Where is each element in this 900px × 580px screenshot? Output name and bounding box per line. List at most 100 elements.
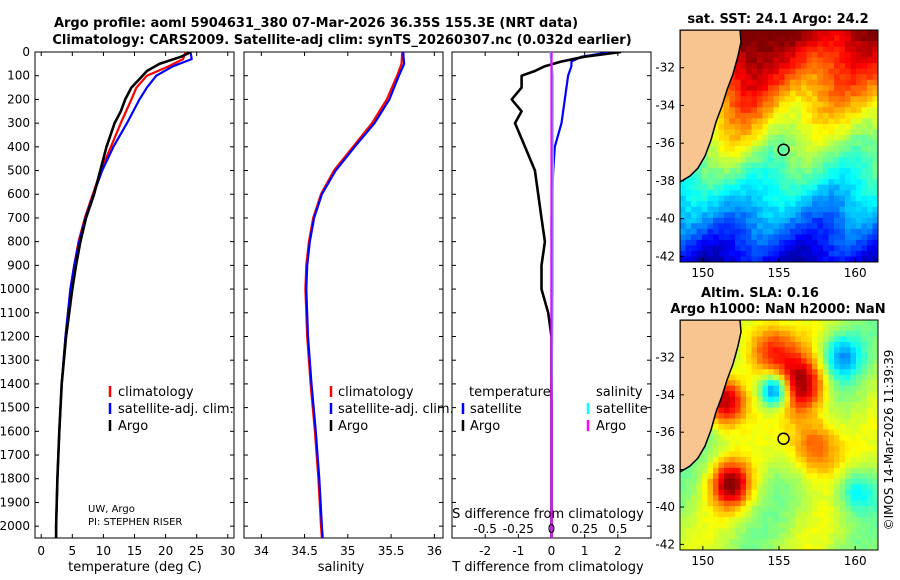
heat-cell — [872, 413, 878, 420]
heat-cell — [806, 391, 813, 398]
salinity-tick-labels: 34 34.5 35 35.5 36 — [244, 51, 443, 558]
heat-cell — [801, 467, 808, 474]
heat-cell — [784, 162, 791, 169]
heat-cell — [762, 101, 769, 108]
heat-cell — [850, 234, 857, 241]
heat-cell — [867, 112, 874, 119]
heat-cell — [746, 462, 753, 469]
heat-cell — [790, 341, 797, 348]
difference-legend: temperature salinity satellite Argo sate… — [461, 385, 648, 434]
heat-cell — [823, 46, 830, 53]
heat-cell — [812, 407, 819, 414]
heat-cell — [784, 107, 791, 114]
difference-panel: -2 -1 0 1 2 temperature salinity satellite A… — [451, 51, 652, 575]
heat-cell — [680, 212, 687, 219]
heat-cell — [817, 374, 824, 381]
heat-cell — [856, 162, 863, 169]
heat-cell — [757, 79, 764, 86]
heat-cell — [773, 325, 780, 332]
heat-cell — [773, 190, 780, 197]
heat-cell — [713, 256, 720, 262]
heat-cell — [872, 146, 878, 153]
x-tick-label: 35 — [340, 544, 355, 558]
heat-cell — [762, 195, 769, 202]
map-y-tick-label: -42 — [655, 537, 675, 551]
heat-cell — [790, 500, 797, 507]
heat-cell — [812, 123, 819, 131]
heat-cell — [751, 440, 758, 447]
heat-cell — [812, 369, 819, 376]
heat-cell — [817, 385, 824, 392]
heat-cell — [872, 544, 878, 550]
heat-cell — [784, 336, 791, 343]
heat-cell — [856, 484, 863, 491]
heat-cell — [784, 451, 791, 458]
heat-cell — [806, 429, 813, 436]
sla-map: Altim. SLA: 0.16 Argo h1000: NaN h2000: … — [655, 286, 885, 568]
heat-cell — [795, 118, 802, 125]
heat-cell — [751, 129, 758, 136]
heat-cell — [762, 347, 769, 354]
heat-cell — [861, 74, 868, 81]
heat-cell — [718, 162, 725, 169]
heat-cell — [724, 522, 731, 529]
map-y-tick-label: -40 — [655, 500, 675, 514]
heat-cell — [735, 223, 742, 230]
map-y-tick-label: -34 — [655, 388, 675, 402]
heat-cell — [823, 101, 830, 108]
heat-cell — [779, 107, 786, 114]
heat-cell — [718, 517, 725, 524]
heat-cell — [839, 173, 846, 180]
heat-cell — [812, 151, 819, 158]
heat-cell — [779, 467, 786, 474]
heat-cell — [751, 363, 758, 370]
heat-cell — [834, 68, 841, 75]
heat-cell — [823, 467, 830, 474]
heat-cell — [861, 179, 868, 186]
heat-cell — [790, 217, 797, 224]
heat-cell — [834, 440, 841, 447]
heat-cell — [828, 179, 835, 186]
heat-cell — [768, 435, 775, 442]
heat-cell — [823, 462, 830, 469]
heat-cell — [828, 440, 835, 447]
heat-cell — [707, 223, 714, 230]
heat-cell — [812, 129, 819, 136]
heat-cell — [707, 140, 714, 147]
heat-cell — [740, 239, 747, 247]
heat-cell — [812, 30, 819, 37]
heat-cell — [779, 228, 786, 235]
heat-cell — [828, 195, 835, 202]
heat-cell — [729, 173, 736, 180]
heat-cell — [795, 374, 802, 381]
heat-cell — [724, 380, 731, 387]
heat-cell — [762, 462, 769, 469]
heat-cell — [696, 179, 703, 186]
heat-cell — [768, 363, 775, 370]
heat-cell — [751, 52, 758, 59]
heat-cell — [850, 435, 857, 442]
heat-cell — [746, 495, 753, 502]
heat-cell — [685, 506, 692, 513]
heat-cell — [680, 195, 687, 202]
heat-cell — [861, 123, 868, 131]
heat-cell — [828, 522, 835, 529]
heat-cell — [812, 522, 819, 529]
heat-cell — [773, 96, 780, 103]
heat-cell — [779, 85, 786, 92]
heat-cell — [856, 173, 863, 180]
heat-cell — [702, 212, 709, 219]
heat-cell — [718, 146, 725, 153]
heat-cell — [861, 46, 868, 53]
heat-cell — [812, 85, 819, 92]
depth-tick-label: 500 — [7, 164, 30, 178]
heat-cell — [845, 245, 852, 252]
heat-cell — [850, 212, 857, 219]
heat-cell — [702, 184, 709, 191]
heat-cell — [779, 363, 786, 370]
heat-cell — [768, 134, 775, 142]
heat-cell — [735, 440, 742, 447]
heat-cell — [861, 528, 868, 535]
heat-cell — [872, 385, 878, 392]
heat-cell — [779, 413, 786, 420]
